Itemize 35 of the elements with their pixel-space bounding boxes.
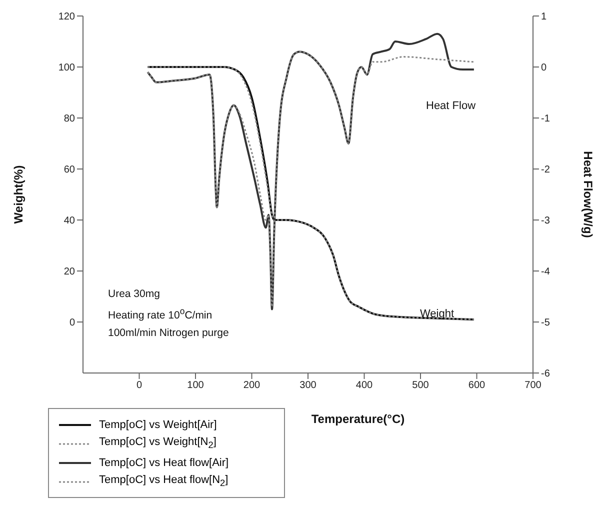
- y2-tick-label: -4: [541, 266, 550, 278]
- x-tick-label: 600: [468, 380, 486, 392]
- y-tick-label: 40: [64, 216, 76, 227]
- x-tick-label: 400: [356, 380, 374, 392]
- x-tick-label: 700: [524, 380, 542, 392]
- y-tick-label: 20: [64, 266, 76, 278]
- x-tick-label: 300: [300, 380, 317, 392]
- y-tick-label: 60: [64, 164, 76, 176]
- y-tick-label: 100: [58, 62, 76, 74]
- annotation: Heating rate 10$^{o}$C/min: [108, 305, 214, 324]
- y2-tick-label: 0: [541, 62, 547, 74]
- y-tick-label: 120: [58, 12, 76, 23]
- y-axis-title: Weight(%): [11, 165, 26, 224]
- y-tick-label: 0: [69, 318, 76, 329]
- legend-label: Temp[oC] vs Heat flow[N$_{2}$]: [99, 474, 228, 489]
- y2-tick-label: -3: [541, 216, 550, 227]
- y2-tick-label: -2: [541, 164, 550, 176]
- legend-label: Temp[oC] vs Heat flow[Air]: [99, 456, 229, 468]
- x-tick-label: 200: [243, 380, 261, 392]
- annotation: Heat Flow: [426, 100, 476, 112]
- y2-tick-label: -5: [541, 318, 550, 329]
- x-axis-title: Temperature(°C): [311, 412, 405, 426]
- annotation: Urea 30mg: [108, 287, 161, 302]
- y2-tick-label: -1: [541, 114, 550, 125]
- y2-tick-label: -6: [541, 368, 550, 380]
- y2-axis-title: Heat Flow(W/g): [580, 151, 595, 238]
- legend-label: Temp[oC] vs Weight[N$_{2}$]: [99, 436, 216, 451]
- annotation: Weight: [420, 308, 454, 320]
- y2-tick-label: 1: [541, 12, 547, 23]
- x-tick-label: 100: [187, 380, 204, 392]
- x-tick-label: 0: [136, 380, 142, 392]
- annotation: 100ml/min Nitrogen purge: [108, 326, 229, 340]
- y-tick-label: 80: [64, 114, 76, 125]
- legend-label: Temp[oC] vs Weight[Air]: [99, 418, 217, 430]
- x-tick-label: 500: [412, 380, 430, 392]
